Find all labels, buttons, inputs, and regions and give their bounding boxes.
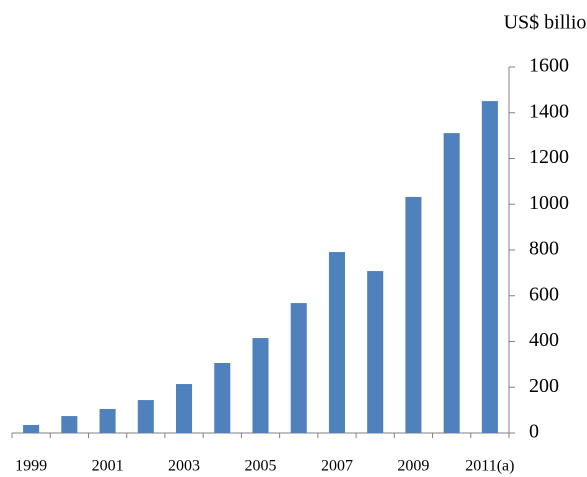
x-tick-label: 2007 — [321, 458, 353, 475]
x-tick-label: 2005 — [245, 458, 277, 475]
y-tick-label: 1600 — [529, 55, 569, 77]
y-tick-label: 400 — [529, 329, 559, 351]
bar — [252, 338, 269, 433]
bar — [61, 416, 78, 433]
x-tick-label: 2011(a) — [465, 458, 514, 475]
x-tick-label: 2003 — [168, 458, 200, 475]
bar — [176, 384, 193, 433]
y-tick-label: 800 — [529, 238, 559, 260]
y-tick-label: 0 — [529, 421, 539, 443]
y-tick-label: 1400 — [529, 100, 569, 122]
y-tick-label: 1000 — [529, 192, 569, 214]
bar — [137, 400, 154, 433]
bar — [99, 408, 116, 433]
y-tick-label: 600 — [529, 283, 559, 305]
y-axis-label: US$ billion — [504, 12, 587, 34]
bar — [367, 271, 384, 433]
bar — [214, 363, 231, 433]
bar — [328, 252, 345, 433]
bar — [443, 133, 460, 433]
x-tick-label: 2001 — [92, 458, 124, 475]
x-tick-label: 1999 — [15, 458, 47, 475]
bar — [290, 303, 307, 433]
bar — [405, 196, 422, 433]
y-tick-label: 200 — [529, 375, 559, 397]
x-tick-label: 2009 — [397, 458, 429, 475]
bar — [23, 424, 40, 433]
y-tick-label: 1200 — [529, 146, 569, 168]
bar — [481, 101, 498, 434]
